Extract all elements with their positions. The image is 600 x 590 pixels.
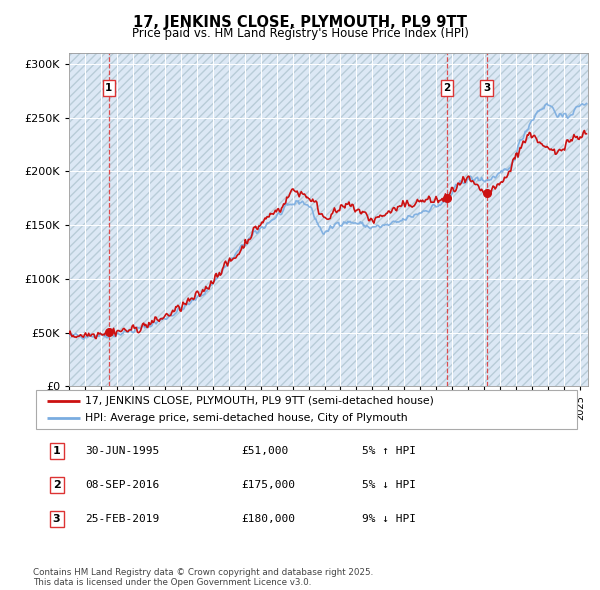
FancyBboxPatch shape <box>36 390 577 429</box>
Text: 17, JENKINS CLOSE, PLYMOUTH, PL9 9TT: 17, JENKINS CLOSE, PLYMOUTH, PL9 9TT <box>133 15 467 30</box>
Bar <box>69 53 588 386</box>
Text: 30-JUN-1995: 30-JUN-1995 <box>85 446 160 456</box>
Text: 3: 3 <box>53 514 61 525</box>
Text: £175,000: £175,000 <box>242 480 296 490</box>
Text: 9% ↓ HPI: 9% ↓ HPI <box>362 514 416 525</box>
Text: 3: 3 <box>483 83 490 93</box>
Text: Price paid vs. HM Land Registry's House Price Index (HPI): Price paid vs. HM Land Registry's House … <box>131 27 469 40</box>
Text: 25-FEB-2019: 25-FEB-2019 <box>85 514 160 525</box>
Text: 1: 1 <box>105 83 113 93</box>
Text: £180,000: £180,000 <box>242 514 296 525</box>
Text: 1: 1 <box>53 446 61 456</box>
Text: 2: 2 <box>443 83 451 93</box>
Text: HPI: Average price, semi-detached house, City of Plymouth: HPI: Average price, semi-detached house,… <box>85 413 408 423</box>
Text: Contains HM Land Registry data © Crown copyright and database right 2025.
This d: Contains HM Land Registry data © Crown c… <box>33 568 373 587</box>
Text: 2: 2 <box>53 480 61 490</box>
Text: 5% ↓ HPI: 5% ↓ HPI <box>362 480 416 490</box>
Text: 17, JENKINS CLOSE, PLYMOUTH, PL9 9TT (semi-detached house): 17, JENKINS CLOSE, PLYMOUTH, PL9 9TT (se… <box>85 396 434 406</box>
Text: 5% ↑ HPI: 5% ↑ HPI <box>362 446 416 456</box>
Text: £51,000: £51,000 <box>242 446 289 456</box>
Text: 08-SEP-2016: 08-SEP-2016 <box>85 480 160 490</box>
